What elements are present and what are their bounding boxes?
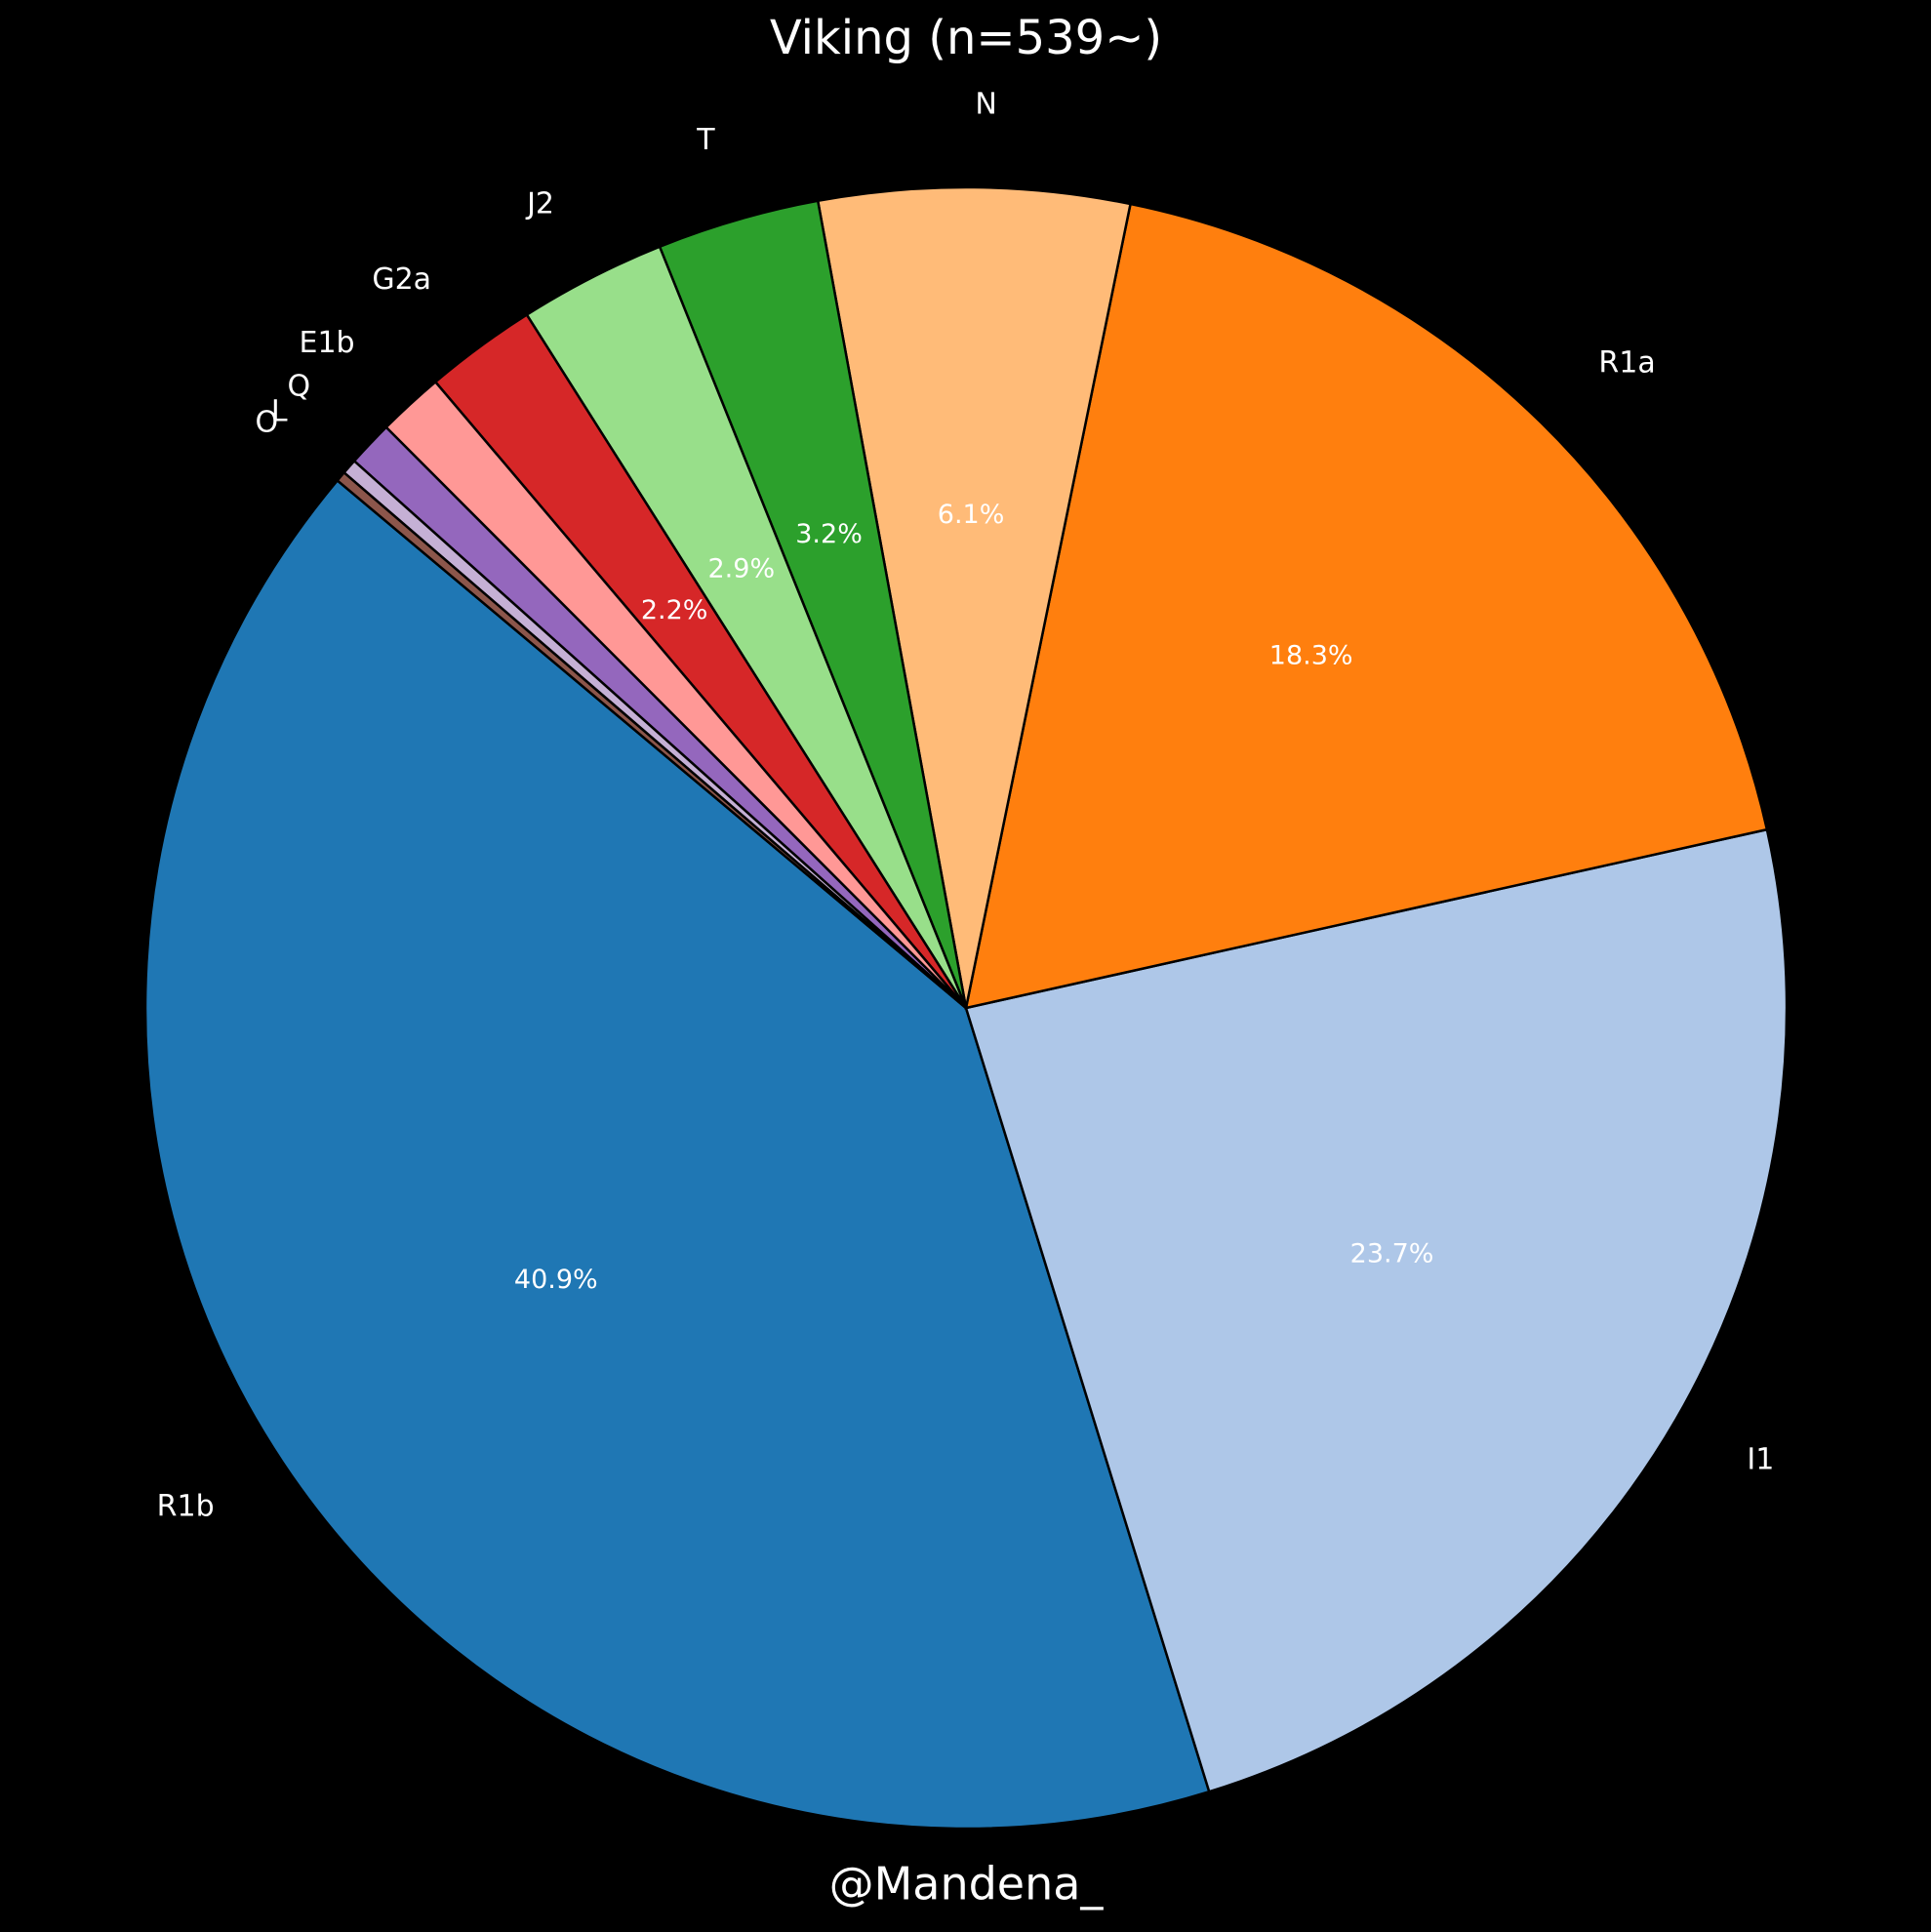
chart-title: Viking (n=539~)	[770, 11, 1162, 65]
slice-label: N	[975, 87, 996, 121]
percent-label: 3.2%	[795, 519, 863, 549]
slice-label: R1b	[157, 1490, 215, 1524]
slice-label: R1a	[1598, 346, 1655, 381]
slice-label: Q	[287, 370, 310, 404]
slice-label: L	[271, 394, 288, 428]
percent-label: 40.9%	[514, 1265, 598, 1295]
percent-label: 2.2%	[641, 595, 708, 625]
slice-label: O	[255, 405, 278, 439]
slice-label: G2a	[372, 262, 431, 297]
percent-label: 18.3%	[1269, 641, 1353, 671]
percent-label: 6.1%	[938, 500, 1005, 530]
pie-slice	[143, 478, 1211, 1831]
slice-label: J2	[525, 186, 554, 221]
pie-slice	[335, 470, 967, 1009]
percent-label: 23.7%	[1350, 1239, 1434, 1269]
pie-slice	[964, 202, 1769, 1010]
watermark: @Mandena_	[829, 1858, 1105, 1911]
percent-label: 2.9%	[708, 553, 776, 584]
pie-slice	[964, 827, 1789, 1793]
slice-label: I1	[1747, 1442, 1774, 1476]
slice-label: E1b	[299, 326, 354, 360]
slice-label: T	[696, 123, 715, 157]
pie-slice	[816, 185, 1133, 1009]
